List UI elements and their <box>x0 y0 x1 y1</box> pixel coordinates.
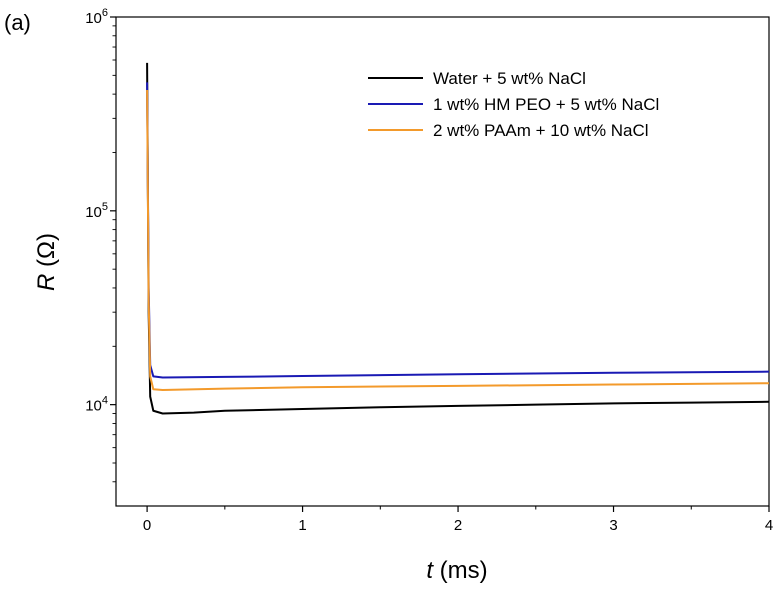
x-tick-label: 4 <box>765 517 773 534</box>
series-line-3 <box>146 90 770 392</box>
x-axis-unit: (ms) <box>433 557 488 584</box>
x-axis: 0 1 2 3 4 <box>143 506 773 534</box>
plot-frame <box>115 16 770 507</box>
y-axis-title: R (Ω) <box>33 233 60 291</box>
x-tick-label: 0 <box>143 517 151 534</box>
y-tick-base: 10 <box>85 204 102 221</box>
legend-label-3: 2 wt% PAAm + 10 wt% NaCl <box>433 121 649 140</box>
x-axis-title: t (ms) <box>426 557 487 584</box>
legend-label-2: 1 wt% HM PEO + 5 wt% NaCl <box>433 95 659 114</box>
x-axis-symbol: t <box>426 557 434 584</box>
y-tick-label: 105 <box>85 201 108 221</box>
x-tick-label: 2 <box>454 517 462 534</box>
x-tick-label: 3 <box>609 517 617 534</box>
y-tick-exponent: 5 <box>102 201 108 213</box>
y-axis-symbol: R <box>33 274 60 291</box>
x-tick-label: 1 <box>298 517 306 534</box>
y-tick-label: 106 <box>85 7 108 27</box>
series-layer <box>146 62 770 415</box>
legend: Water + 5 wt% NaCl 1 wt% HM PEO + 5 wt% N… <box>368 69 659 140</box>
y-tick-label: 104 <box>85 395 108 415</box>
series-line-1 <box>146 62 770 415</box>
y-tick-base: 10 <box>85 398 102 415</box>
y-axis-unit: (Ω) <box>33 233 60 274</box>
panel-label: (a) <box>4 10 31 35</box>
y-tick-exponent: 6 <box>102 7 108 19</box>
y-tick-base: 10 <box>85 10 102 27</box>
legend-label-1: Water + 5 wt% NaCl <box>433 69 586 88</box>
y-tick-exponent: 4 <box>102 395 108 407</box>
